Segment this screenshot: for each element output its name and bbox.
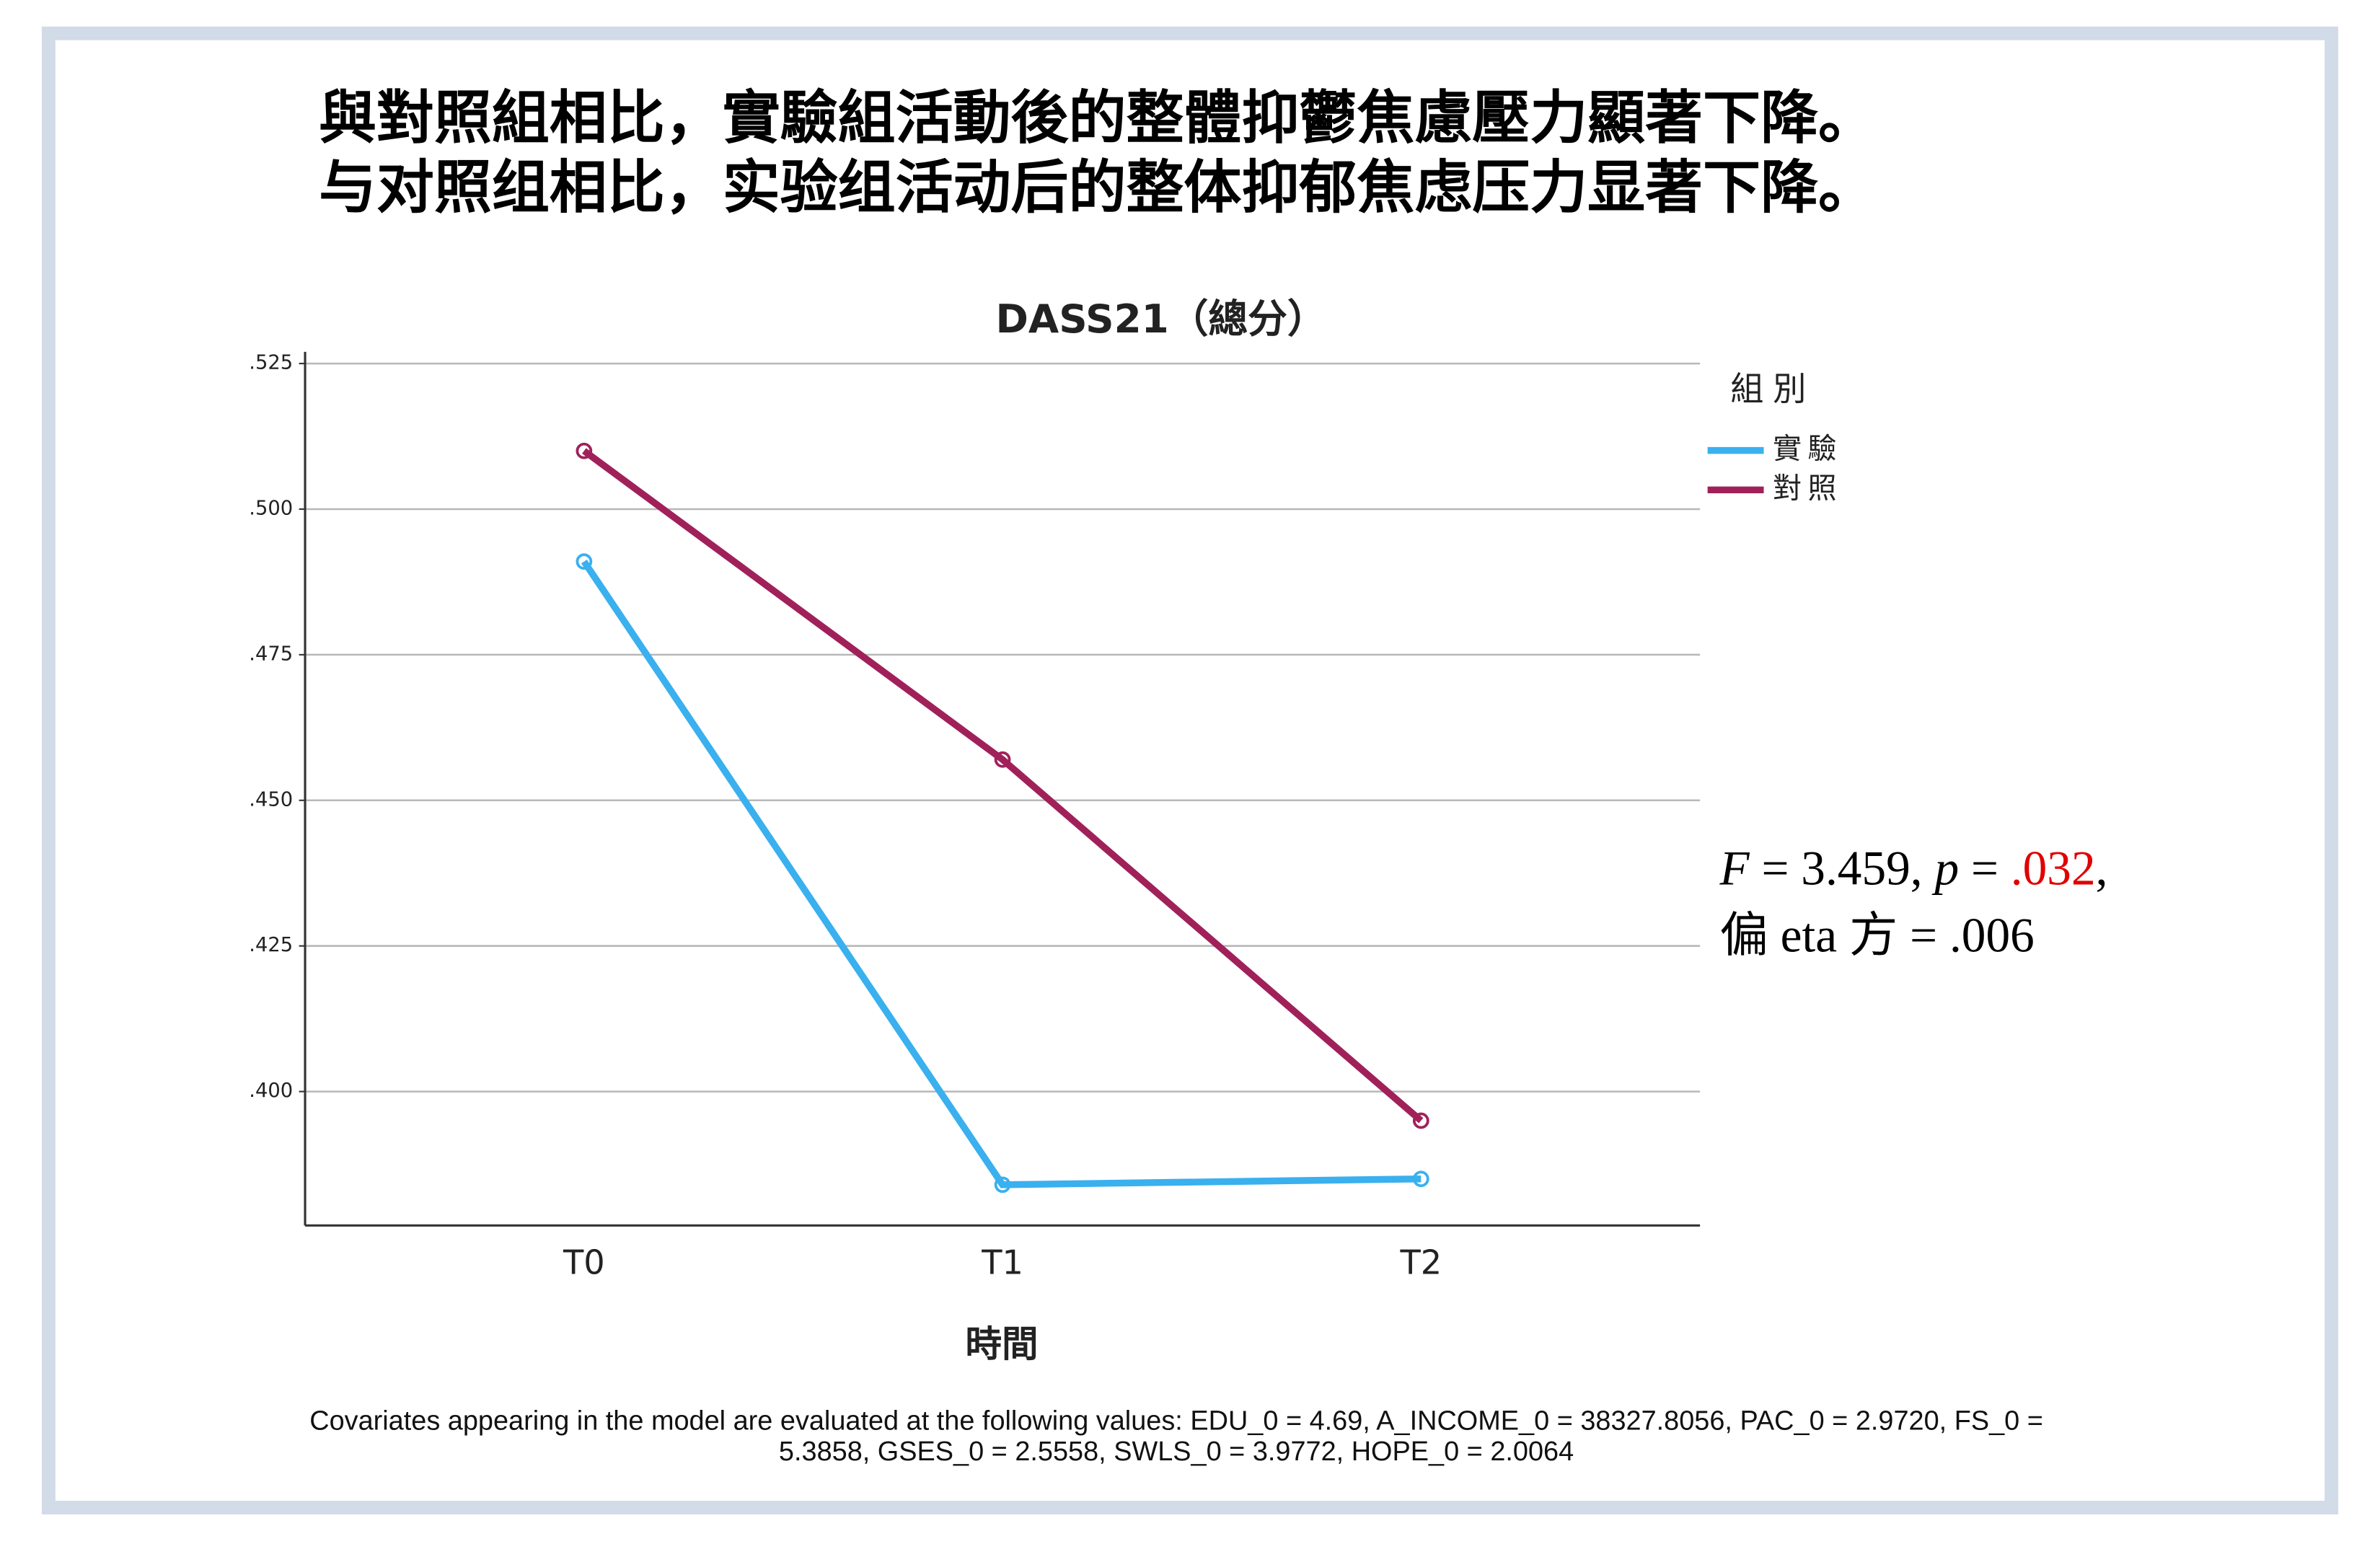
- legend-label: 對照: [1773, 472, 1843, 505]
- series-line: [581, 560, 1422, 1188]
- data-point: [994, 1176, 1011, 1194]
- y-tick-label: .400: [249, 1080, 293, 1102]
- frame: [41, 26, 2339, 1514]
- series-line: [582, 448, 1424, 1124]
- annotation-part: p: [1931, 842, 1959, 896]
- heading-simplified: 与对照组相比，实验组活动后的整体抑郁焦虑压力显著下降。: [319, 157, 1876, 221]
- annotation-part: F: [1719, 842, 1750, 896]
- footnote: 5.3858, GSES_0 = 2.5558, SWLS_0 = 3.9772…: [779, 1437, 1574, 1467]
- x-axis-label: 時間: [966, 1323, 1039, 1365]
- annotation-part: = 3.459,: [1750, 842, 1935, 896]
- y-tick-label: .475: [249, 643, 293, 665]
- y-tick-label: .450: [249, 788, 293, 811]
- legend-label: 實驗: [1773, 433, 1843, 466]
- x-tick-label: T0: [563, 1243, 605, 1282]
- y-tick-label: .500: [249, 497, 293, 519]
- footnote: Covariates appearing in the model are ev…: [309, 1406, 2043, 1437]
- y-tick-label: .425: [249, 934, 293, 956]
- chart-title: DASS21（總分）: [995, 296, 1326, 342]
- data-point: [1412, 1112, 1429, 1129]
- x-tick-label: T1: [981, 1243, 1023, 1282]
- heading-traditional: 與對照組相比，實驗組活動後的整體抑鬱焦慮壓力顯著下降。: [319, 87, 1876, 151]
- x-tick-label: T2: [1399, 1243, 1442, 1282]
- legend-title: 組別: [1730, 369, 1815, 408]
- data-point: [576, 553, 593, 570]
- annotation-part: ,: [2096, 842, 2108, 896]
- data-point: [576, 442, 593, 459]
- annotation-effect: 偏 eta 方 = .006: [1720, 908, 2035, 962]
- annotation-part: .032: [2011, 842, 2096, 896]
- annotation-stats: F = 3.459, p = .032,: [1719, 842, 2108, 896]
- data-point: [994, 751, 1011, 768]
- y-tick-label: .525: [249, 352, 293, 374]
- annotation-part: =: [1959, 842, 2011, 896]
- data-point: [1412, 1170, 1429, 1188]
